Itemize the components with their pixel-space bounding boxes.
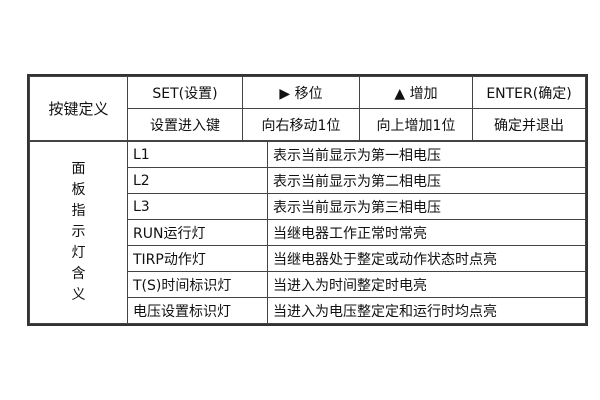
table-row: L3 表示当前显示为第三相电压 [30, 193, 586, 220]
indicator-name: L2 [127, 167, 268, 194]
indicator-desc: 当继电器工作正常时常亮 [267, 219, 586, 246]
indicator-desc: 表示当前显示为第一相电压 [267, 141, 586, 168]
key-shift-desc: 向右移动1位 [242, 108, 360, 141]
indicator-name: T(S)时间标识灯 [127, 271, 268, 298]
label-char: 义 [71, 287, 86, 303]
label-char: 板 [71, 182, 86, 198]
indicator-name: L1 [127, 141, 268, 168]
key-enter-name: ENTER(确定) [472, 76, 586, 109]
key-increase-desc: 向上增加1位 [359, 108, 473, 141]
key-definition-table: 按键定义 SET(设置) ▶ 移位 ▲ 增加 ENTER(确定) 设置进入键 向… [27, 74, 588, 326]
table-row: T(S)时间标识灯 当进入为时间整定时电亮 [30, 271, 586, 298]
indicator-name: TIRP动作灯 [127, 245, 268, 272]
indicator-name: L3 [127, 193, 268, 220]
key-definition-label: 按键定义 [29, 76, 128, 141]
table-row: 电压设置标识灯 当进入为电压整定定和运行时均点亮 [30, 297, 586, 324]
label-char: 示 [71, 224, 86, 240]
table-row: 面 板 指 示 灯 含 义 L1 表示当前显示为第一相电压 [29, 141, 586, 324]
label-char: 面 [71, 161, 86, 177]
panel-indicator-table: 面 板 指 示 灯 含 义 L1 表示当前显示为第一相电压 L2 表示当前显示为… [29, 141, 586, 324]
table-row: RUN运行灯 当继电器工作正常时常亮 [30, 219, 586, 246]
indicator-desc: 表示当前显示为第三相电压 [267, 193, 586, 220]
key-enter-desc: 确定并退出 [472, 108, 586, 141]
indicator-desc: 当进入为电压整定定和运行时均点亮 [267, 297, 586, 324]
key-set-desc: 设置进入键 [127, 108, 243, 141]
indicator-desc: 当进入为时间整定时电亮 [267, 271, 586, 298]
label-char: 灯 [71, 245, 86, 261]
label-char: 指 [71, 203, 86, 219]
indicator-name: 电压设置标识灯 [127, 297, 268, 324]
table-row: L2 表示当前显示为第二相电压 [30, 167, 586, 194]
label-char: 含 [71, 266, 86, 282]
indicator-desc: 表示当前显示为第二相电压 [267, 167, 586, 194]
key-shift-name: ▶ 移位 [242, 76, 360, 109]
table-row: TIRP动作灯 当继电器处于整定或动作状态时点亮 [30, 245, 586, 272]
panel-indicator-label: 面 板 指 示 灯 含 义 [29, 141, 128, 324]
indicator-desc: 当继电器处于整定或动作状态时点亮 [267, 245, 586, 272]
indicator-name: RUN运行灯 [127, 219, 268, 246]
key-set-name: SET(设置) [127, 76, 243, 109]
key-increase-name: ▲ 增加 [359, 76, 473, 109]
